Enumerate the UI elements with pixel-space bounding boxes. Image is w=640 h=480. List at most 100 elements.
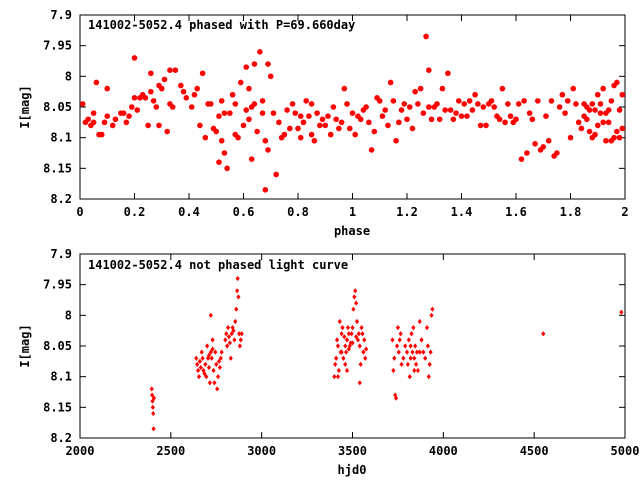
data-point — [581, 101, 587, 107]
data-point — [605, 107, 612, 113]
data-point — [415, 367, 420, 374]
data-point — [586, 128, 593, 135]
data-point — [180, 88, 187, 95]
data-point — [518, 156, 525, 162]
data-point — [292, 110, 299, 116]
data-point — [390, 98, 397, 104]
data-point — [434, 101, 440, 107]
data-point — [216, 113, 222, 119]
data-point — [488, 98, 495, 104]
data-point — [210, 346, 215, 352]
data-point — [218, 137, 225, 144]
data-point — [608, 98, 615, 104]
data-point — [243, 107, 250, 113]
data-point — [417, 349, 422, 355]
data-point — [200, 355, 205, 361]
data-point — [409, 331, 414, 337]
data-point — [358, 361, 363, 367]
data-point — [393, 137, 399, 144]
data-point — [382, 107, 389, 113]
data-point — [235, 134, 241, 141]
data-point — [295, 125, 301, 132]
data-point — [423, 355, 428, 361]
y-axis-ticks: 7.9 7.95 8 8.05 8.1 8.15 8.2 — [43, 8, 625, 206]
y-tick-label: 8.05 — [43, 100, 72, 114]
data-point — [521, 98, 527, 104]
data-point — [197, 358, 202, 364]
data-point — [421, 349, 426, 355]
data-point — [224, 165, 230, 172]
data-point — [308, 101, 315, 107]
data-point — [351, 306, 356, 312]
data-point — [216, 159, 222, 165]
data-point — [101, 119, 108, 126]
data-point — [90, 119, 97, 126]
y-tick-label: 8.1 — [50, 131, 72, 145]
data-point — [109, 122, 116, 129]
x-tick-label: 3500 — [338, 444, 367, 458]
data-point — [589, 134, 596, 141]
data-point — [322, 122, 329, 129]
data-point — [426, 67, 432, 73]
data-point — [344, 101, 350, 107]
data-point — [554, 150, 560, 156]
data-point — [394, 395, 399, 401]
data-point — [344, 337, 350, 343]
data-point — [207, 380, 212, 386]
data-point — [371, 128, 378, 135]
data-point — [336, 125, 342, 132]
data-point — [346, 125, 353, 132]
data-point — [232, 101, 239, 107]
data-point — [483, 122, 489, 129]
data-point — [215, 386, 220, 392]
data-point — [210, 337, 215, 343]
data-point — [172, 67, 179, 73]
data-point — [548, 98, 555, 104]
data-point — [406, 104, 413, 110]
data-points — [79, 33, 626, 193]
data-point — [410, 349, 415, 355]
data-point — [214, 361, 219, 367]
data-point — [403, 343, 408, 349]
data-point — [543, 113, 549, 119]
data-point — [156, 122, 162, 129]
data-point — [237, 331, 242, 337]
data-point — [120, 110, 127, 116]
data-point — [289, 101, 296, 107]
data-point — [619, 91, 626, 98]
x-axis-label: phase — [334, 224, 370, 238]
data-point — [337, 318, 342, 325]
data-point — [158, 85, 165, 92]
data-point — [218, 98, 225, 104]
data-point — [385, 122, 391, 129]
data-point — [361, 349, 366, 355]
data-point — [404, 349, 410, 355]
data-point — [216, 358, 222, 364]
x-tick-label: 1.6 — [505, 205, 527, 219]
data-point — [150, 398, 155, 404]
data-point — [142, 95, 149, 101]
y-tick-label: 7.95 — [43, 39, 72, 53]
data-point — [151, 426, 156, 432]
data-point — [397, 337, 402, 343]
x-tick-label: 5000 — [611, 444, 640, 458]
data-point — [232, 337, 237, 343]
data-point — [211, 367, 216, 374]
data-point — [496, 116, 503, 123]
data-point — [419, 337, 424, 343]
data-point — [614, 128, 620, 135]
data-point — [145, 122, 151, 129]
data-point — [355, 337, 361, 343]
data-point — [409, 125, 416, 132]
data-point — [148, 70, 154, 77]
data-point — [619, 309, 624, 315]
data-point — [480, 104, 487, 110]
data-point — [349, 331, 354, 337]
y-axis-ticks: 7.9 7.95 8 8.05 8.1 8.15 8.2 — [43, 247, 625, 445]
data-points — [149, 275, 624, 432]
data-point — [223, 337, 228, 343]
data-point — [363, 355, 368, 361]
data-point — [311, 137, 318, 144]
data-point — [341, 85, 348, 92]
